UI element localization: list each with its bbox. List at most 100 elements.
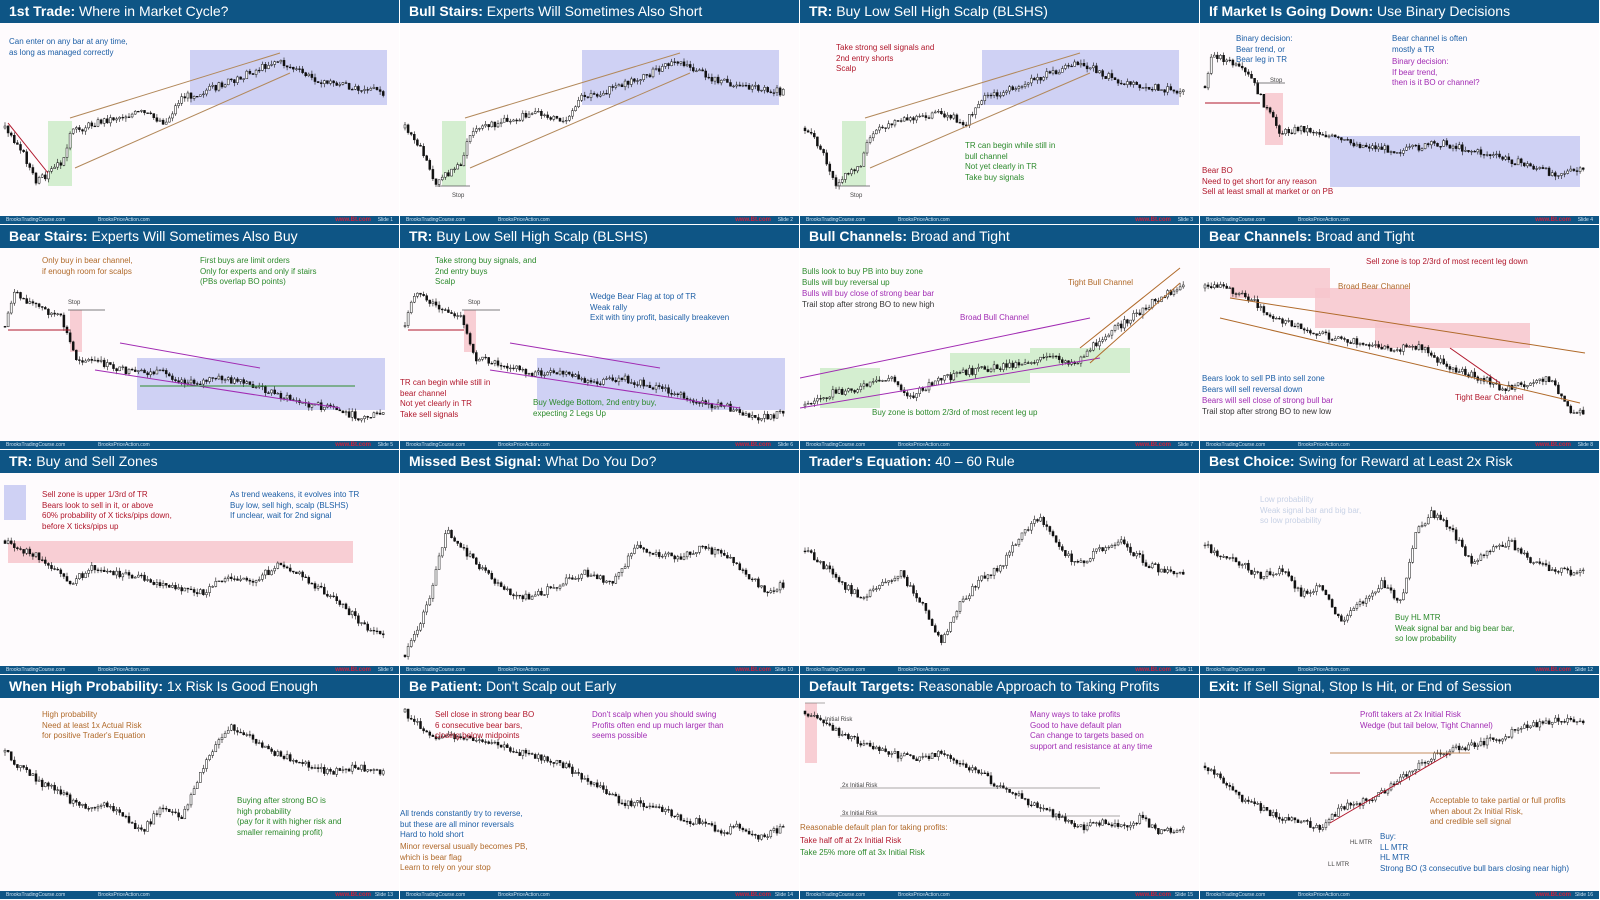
- candlestick: [1209, 282, 1213, 290]
- candlestick: [1278, 316, 1281, 320]
- candlestick: [326, 590, 329, 598]
- candlestick: [183, 805, 187, 820]
- candlestick: [741, 567, 745, 574]
- slide-title-bold: Default Targets:: [809, 678, 915, 694]
- candlestick: [1250, 70, 1253, 79]
- candlestick: [1107, 71, 1111, 82]
- candlestick: [1225, 283, 1228, 289]
- candlestick: [1470, 739, 1473, 746]
- candlestick: [915, 756, 918, 761]
- candlestick: [112, 570, 115, 576]
- candlestick: [1383, 576, 1387, 589]
- candlestick: [96, 357, 100, 364]
- candlestick: [1002, 90, 1005, 97]
- candlestick: [236, 727, 239, 736]
- footer-watermark: www.Bt.com: [335, 667, 371, 673]
- candlestick: [633, 801, 636, 809]
- candlestick: [96, 567, 100, 574]
- footer-site-mid: BrooksPriceAction.com: [498, 892, 550, 898]
- slide-title: Bull Stairs: Experts Will Sometimes Also…: [400, 0, 799, 23]
- slide-title: When High Probability: 1x Risk Is Good E…: [0, 675, 399, 698]
- candlestick: [763, 584, 766, 593]
- candlestick: [1036, 518, 1039, 523]
- candlestick: [847, 172, 850, 176]
- candlestick: [964, 762, 968, 768]
- candlestick: [19, 291, 22, 301]
- candlestick: [183, 587, 187, 592]
- candlestick: [1107, 821, 1111, 826]
- candlestick: [1321, 584, 1325, 592]
- candlestick: [102, 566, 106, 573]
- candlestick: [174, 808, 177, 815]
- slide-title-rest: Broad and Tight: [910, 228, 1010, 244]
- candlestick: [152, 370, 156, 376]
- candlestick: [1423, 522, 1427, 528]
- candlestick: [844, 172, 847, 183]
- candlestick: [741, 82, 745, 88]
- candlestick: [518, 118, 521, 122]
- candlestick: [1550, 169, 1554, 177]
- candlestick: [1008, 550, 1011, 558]
- candlestick: [1268, 312, 1272, 318]
- candlestick: [961, 595, 965, 603]
- candlestick: [1377, 143, 1380, 152]
- candlestick: [868, 740, 872, 748]
- candlestick: [1526, 385, 1529, 390]
- candlestick: [890, 750, 894, 758]
- slide-title-rest: Buy Low Sell High Scalp (BLSHS): [836, 3, 1048, 19]
- candlestick: [1203, 282, 1207, 292]
- candlestick: [1247, 796, 1250, 805]
- candlestick: [164, 805, 168, 812]
- candlestick: [1256, 295, 1259, 311]
- candlestick: [506, 742, 509, 749]
- candlestick: [226, 726, 230, 734]
- candlestick: [986, 771, 990, 777]
- candlestick: [1150, 86, 1154, 92]
- candlestick: [583, 376, 587, 383]
- candlestick: [921, 601, 925, 606]
- candlestick: [335, 81, 338, 87]
- candlestick: [1209, 767, 1213, 772]
- candlestick: [912, 755, 915, 760]
- candlestick: [1259, 303, 1263, 311]
- slide-13: When High Probability: 1x Risk Is Good E…: [0, 675, 399, 899]
- candlestick: [1219, 54, 1222, 61]
- candlestick: [540, 109, 543, 119]
- candlestick: [878, 376, 881, 382]
- candlestick: [558, 117, 562, 122]
- trend-line: [1089, 282, 1181, 364]
- candlestick: [1581, 719, 1585, 725]
- candlestick: [1206, 540, 1210, 549]
- candlestick: [844, 388, 847, 396]
- candlestick: [636, 381, 639, 388]
- candlestick: [698, 401, 701, 407]
- annotation-note: Broad Bull Channel: [960, 313, 1029, 322]
- candlestick: [78, 356, 81, 365]
- candlestick: [1544, 167, 1548, 170]
- candlestick: [1265, 105, 1269, 111]
- candlestick: [757, 413, 760, 424]
- candlestick: [1237, 560, 1241, 569]
- candlestick: [772, 88, 776, 97]
- candlestick: [1017, 84, 1021, 92]
- candlestick: [961, 759, 965, 767]
- candlestick: [1005, 359, 1008, 371]
- footer-site-left: BrooksTradingCourse.com: [806, 442, 866, 448]
- candlestick: [478, 561, 481, 571]
- candlestick: [1296, 818, 1300, 823]
- candlestick: [1426, 142, 1430, 148]
- candlestick: [605, 579, 608, 584]
- candlestick: [257, 576, 261, 582]
- candlestick: [236, 75, 239, 86]
- candlestick: [971, 764, 974, 774]
- candlestick: [288, 564, 292, 573]
- slide-title-rest: 1x Risk Is Good Enough: [166, 678, 318, 694]
- footer-watermark: www.Bt.com: [335, 442, 371, 448]
- candlestick: [133, 575, 137, 579]
- candlestick: [713, 821, 717, 833]
- candlestick: [524, 748, 528, 757]
- candlestick: [741, 410, 745, 416]
- candlestick: [1451, 524, 1455, 533]
- candlestick: [986, 92, 990, 99]
